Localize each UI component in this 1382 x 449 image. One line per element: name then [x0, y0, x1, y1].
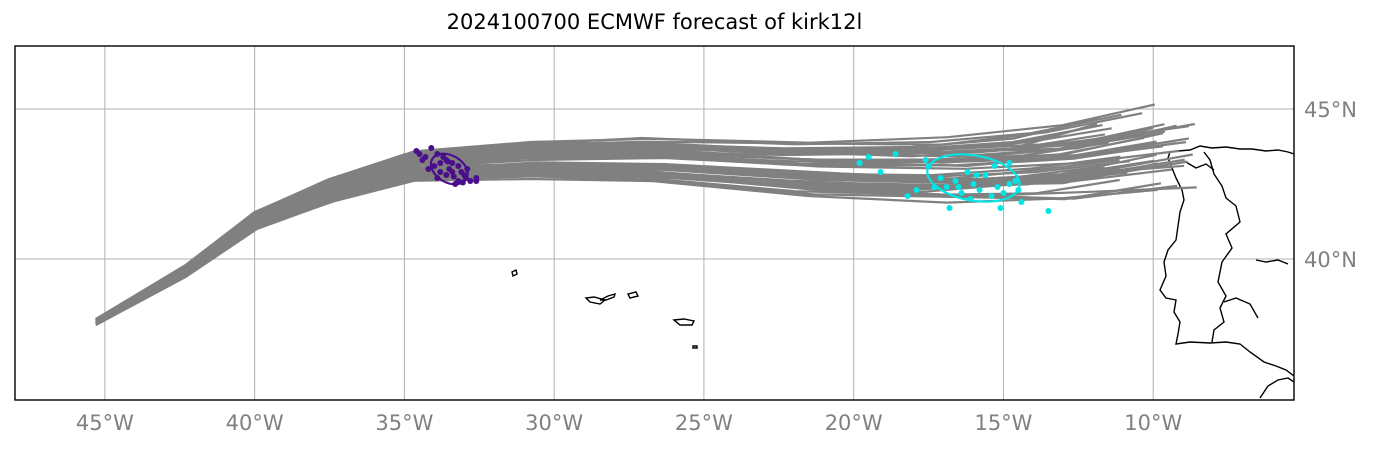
forecast-track	[95, 168, 1120, 325]
position-point	[856, 160, 863, 166]
position-point	[904, 193, 911, 199]
position-point	[877, 169, 884, 175]
map-title: 2024100700 ECMWF forecast of kirk12l	[446, 10, 863, 34]
azores-santa-maria	[692, 345, 698, 349]
position-point	[865, 154, 872, 160]
position-point	[1012, 178, 1019, 184]
position-point	[892, 151, 899, 157]
morocco-coast	[1259, 377, 1294, 399]
position-point	[970, 181, 977, 187]
position-point	[943, 184, 950, 190]
lat-tick-label: 45°N	[1304, 98, 1357, 122]
guadiana-border	[1223, 297, 1259, 319]
position-point	[994, 184, 1001, 190]
position-point	[1018, 199, 1025, 205]
position-point	[1000, 190, 1007, 196]
balearic-edge	[1255, 259, 1289, 265]
forecast-track	[95, 173, 1178, 325]
forecast-track	[95, 127, 1112, 320]
lon-tick-label: 30°W	[525, 411, 583, 435]
position-point	[1045, 208, 1052, 214]
forecast-track	[95, 175, 1162, 326]
lon-tick-label: 20°W	[825, 411, 883, 435]
uncertainty-ellipse	[926, 153, 1021, 203]
position-point	[455, 163, 462, 169]
lon-tick-label: 10°W	[1124, 411, 1182, 435]
forecast-track	[95, 165, 1173, 325]
position-point	[419, 157, 426, 163]
plot-frame	[14, 45, 1295, 401]
early-position-cluster	[413, 145, 480, 187]
position-point	[428, 145, 435, 151]
forecast-track	[95, 160, 1188, 324]
position-point	[473, 178, 480, 184]
position-point	[952, 178, 959, 184]
graticule	[15, 46, 1294, 400]
position-point	[443, 172, 450, 178]
position-point	[458, 169, 465, 175]
position-point	[955, 184, 962, 190]
late-position-cluster	[856, 151, 1052, 214]
position-point	[913, 187, 920, 193]
position-point	[997, 205, 1004, 211]
azores-terceira	[626, 291, 640, 299]
azores-pico	[584, 296, 607, 305]
position-point	[440, 154, 447, 160]
lon-tick-label: 45°W	[76, 411, 134, 435]
coastlines	[511, 145, 1294, 399]
position-point	[991, 163, 998, 169]
position-point	[946, 205, 953, 211]
iberia-coastline	[1159, 145, 1294, 377]
position-point	[988, 193, 995, 199]
position-point	[425, 166, 432, 172]
position-point	[437, 169, 444, 175]
lon-tick-label: 25°W	[675, 411, 733, 435]
forecast-track	[95, 168, 1103, 325]
position-point	[964, 169, 971, 175]
lon-tick-label: 35°W	[375, 411, 433, 435]
uncertainty-ellipse	[429, 152, 469, 186]
position-point	[1006, 160, 1013, 166]
position-point	[958, 190, 965, 196]
position-point	[982, 172, 989, 178]
position-point	[431, 163, 438, 169]
position-point	[450, 173, 457, 180]
forecast-track	[95, 165, 1128, 324]
lon-tick-label: 15°W	[974, 411, 1032, 435]
position-point	[467, 178, 474, 184]
position-point	[437, 160, 444, 166]
position-point	[444, 158, 451, 165]
position-point	[416, 151, 423, 157]
lat-tick-label: 40°N	[1304, 248, 1357, 272]
position-point	[937, 175, 944, 181]
forecast-track	[95, 162, 1173, 324]
forecast-track	[95, 166, 1105, 326]
forecast-track	[95, 172, 1197, 325]
position-point	[922, 157, 929, 163]
position-point	[1006, 181, 1013, 187]
position-point	[973, 172, 980, 178]
azores-flores	[511, 268, 518, 278]
lon-tick-label: 40°W	[226, 411, 284, 435]
axis-ticks: 45°W 40°W 35°W 30°W 25°W 20°W 15°W 10°W 45°N 40°N	[76, 98, 1357, 435]
forecast-tracks	[95, 103, 1197, 326]
portugal-spain-border	[1203, 151, 1241, 343]
azores-sao-miguel	[672, 318, 696, 326]
position-point	[976, 187, 983, 193]
